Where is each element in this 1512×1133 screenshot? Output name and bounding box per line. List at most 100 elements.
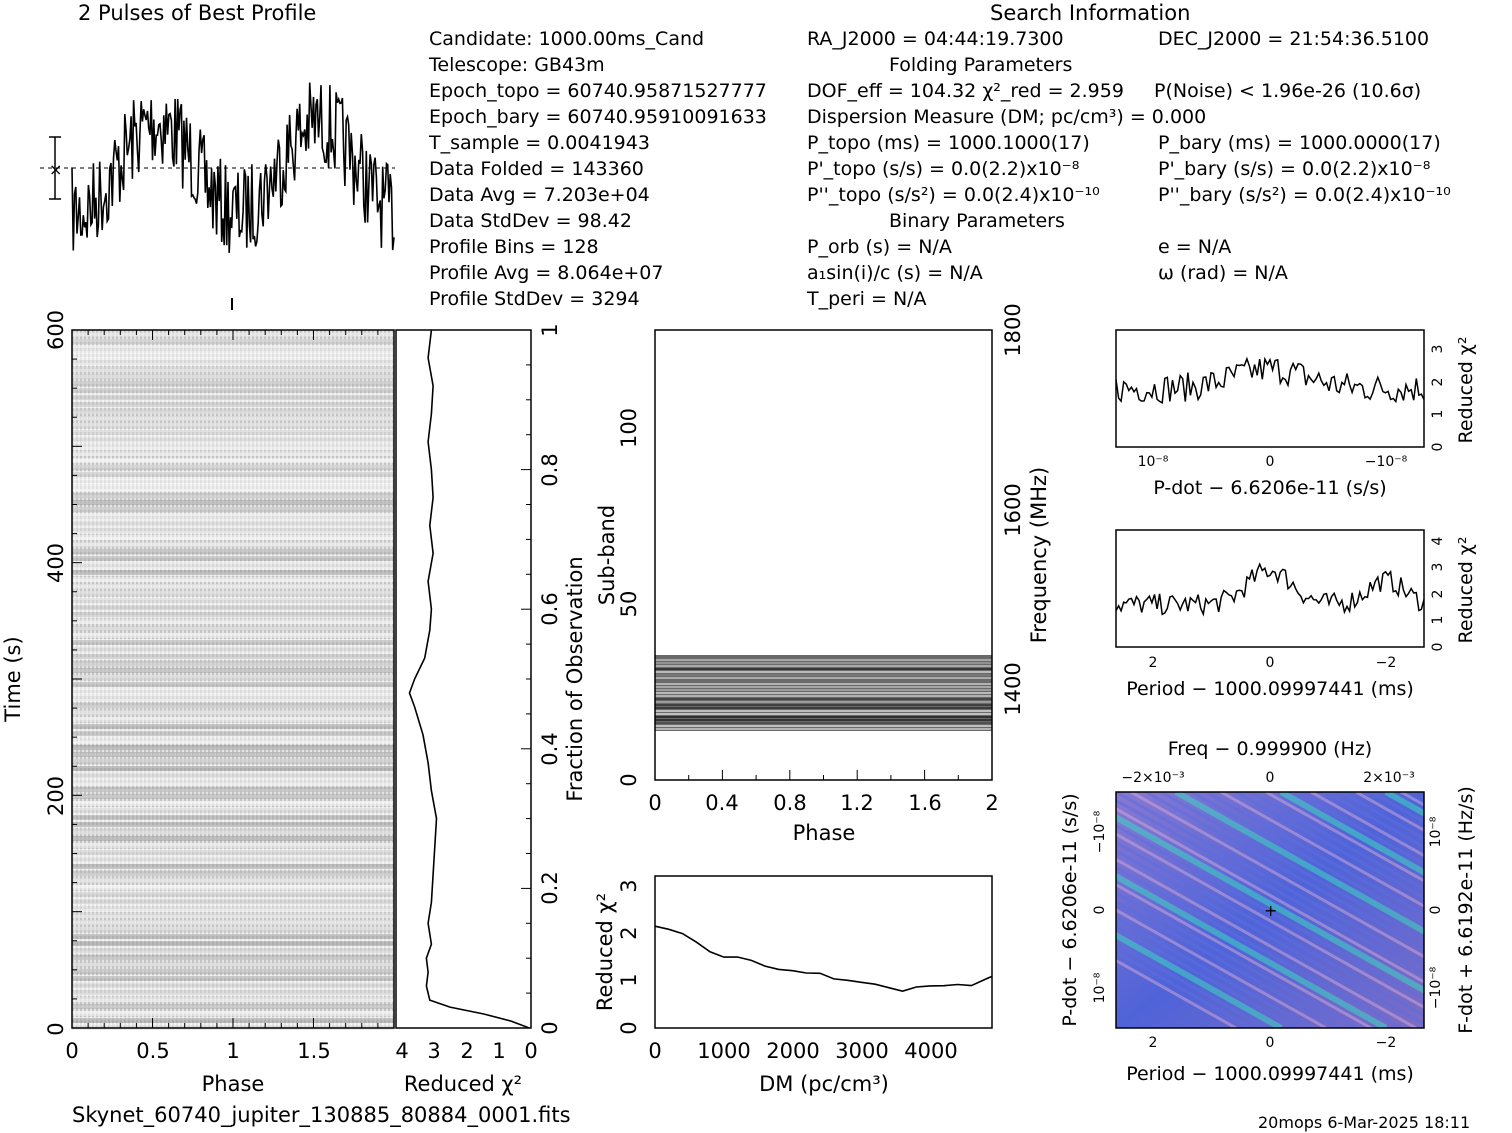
p-pdot-streak (1190, 792, 1424, 925)
time-phase-row (72, 486, 394, 491)
time-phase-row (72, 997, 394, 1002)
p-pdot-streak (1116, 872, 1388, 1028)
p-pdot-streak (1205, 792, 1424, 917)
time-phase-x-tick: 1 (226, 1039, 239, 1063)
info-profile-bins: Profile Bins = 128 (429, 236, 599, 258)
time-phase-row (72, 647, 394, 652)
time-phase-row (72, 458, 394, 463)
info-a1sini: a₁sin(i)/c (s) = N/A (807, 262, 983, 284)
p-pdot-streak (1116, 931, 1283, 1028)
time-phase-row (72, 437, 394, 442)
subband-row (655, 692, 992, 694)
freq-tick: 1600 (1001, 483, 1025, 536)
p-pdot-streak (1116, 857, 1417, 1028)
time-phase-row (72, 976, 394, 981)
freq-tick: 1400 (1001, 662, 1025, 715)
chi2-dm-y-tick: 0 (617, 1021, 641, 1034)
info-ecc: e = N/A (1158, 236, 1232, 258)
p-pdot-title: Freq − 0.999900 (Hz) (1168, 738, 1372, 760)
info-telescope: Telescope: GB43m (429, 54, 605, 76)
time-phase-row (72, 451, 394, 456)
subband-row (655, 689, 992, 691)
freq-axis-label: Frequency (MHz) (1027, 467, 1051, 643)
chi2-period-frame (1115, 529, 1425, 648)
info-pnoise: P(Noise) < 1.96e-26 (10.6σ) (1154, 80, 1422, 102)
p-pdot-streaks (1116, 792, 1424, 1028)
subband-x-tick: 1.2 (840, 791, 873, 815)
time-phase-row (72, 682, 394, 687)
subband-row (655, 683, 992, 685)
p-pdot-streak (1116, 916, 1312, 1028)
time-phase-row (72, 549, 394, 554)
time-phase-row (72, 654, 394, 659)
time-phase-ticks (71, 329, 395, 1029)
time-phase-panel: 0 200 400 600 Time (s) 0 0.5 1 1.5 Phase (1, 310, 395, 1096)
time-phase-row (72, 808, 394, 813)
info-pddot-bary: P''_bary (s/s²) = 0.0(2.4)x10⁻¹⁰ (1158, 184, 1451, 206)
chi2-pdot-x-tick: 0 (1266, 454, 1275, 470)
subband-row (655, 707, 992, 709)
time-phase-row (72, 500, 394, 505)
time-phase-row (72, 409, 394, 414)
time-phase-row (72, 990, 394, 995)
p-pdot-streak (1116, 798, 1424, 976)
subband-row (655, 677, 992, 679)
chi2-dm-x-tick: 2000 (766, 1039, 819, 1063)
chi2-pdot-y-label: Reduced χ² (1455, 337, 1477, 444)
time-phase-row (72, 899, 394, 904)
time-phase-row (72, 626, 394, 631)
time-phase-row (72, 507, 394, 512)
time-phase-row (72, 759, 394, 764)
subband-row (655, 686, 992, 688)
chi2-period-x-tick: 2 (1149, 655, 1158, 671)
subband-x-label: Phase (793, 821, 856, 845)
p-pdot-streak (1116, 899, 1342, 1028)
info-p-bary: P_bary (ms) = 1000.0000(17) (1158, 132, 1441, 154)
p-pdot-streak (1250, 792, 1424, 891)
p-pdot-streak (1220, 792, 1424, 908)
time-phase-row (72, 584, 394, 589)
p-pdot-streak (1116, 832, 1424, 1009)
p-pdot-streak (1340, 792, 1424, 841)
time-phase-row (72, 339, 394, 344)
subband-row (655, 704, 992, 706)
chi2-time-x-tick: 1 (492, 1039, 505, 1063)
time-phase-row (72, 402, 394, 407)
p-pdot-top-tick: 0 (1266, 770, 1275, 786)
time-phase-y-tick: 0 (44, 1022, 68, 1035)
p-pdot-streak (1310, 792, 1424, 858)
time-phase-row (72, 668, 394, 673)
chi2-period-panel: 2 0 −2 Period − 1000.09997441 (ms) 0 1 2… (1115, 529, 1477, 700)
chi2-pdot-x-label: P-dot − 6.6206e-11 (s/s) (1153, 477, 1386, 499)
p-pdot-streak (1160, 792, 1424, 942)
chi2-dm-y-label: Reduced χ² (593, 893, 617, 1011)
chi2-pdot-y-tick: 0 (1430, 443, 1446, 452)
chi2-dm-frame (654, 875, 993, 1029)
p-pdot-streak (1116, 840, 1424, 1018)
chi2-pdot-panel: 10⁻⁸ 0 −10⁻⁸ P-dot − 6.6206e-11 (s/s) 0 … (1115, 329, 1477, 499)
p-pdot-streak (1174, 792, 1424, 935)
info-pdot-topo: P'_topo (s/s) = 0.0(2.2)x10⁻⁸ (807, 158, 1080, 180)
time-phase-row (72, 689, 394, 694)
time-phase-row (72, 703, 394, 708)
chi2-pdot-y-tick: 1 (1430, 410, 1446, 419)
p-pdot-streak (1130, 792, 1424, 959)
p-pdot-streak (1116, 807, 1424, 984)
time-phase-row (72, 598, 394, 603)
time-phase-row (72, 773, 394, 778)
time-phase-row (72, 619, 394, 624)
time-phase-row (72, 640, 394, 645)
p-pdot-streak (1116, 891, 1357, 1028)
time-phase-x-tick: 1.5 (297, 1039, 330, 1063)
subband-row (655, 665, 992, 667)
time-phase-row (72, 605, 394, 610)
p-pdot-streak (1295, 792, 1424, 866)
chi2-period-y-label: Reduced χ² (1455, 537, 1477, 644)
p-pdot-right-tick: −10⁻⁸ (1428, 966, 1444, 1009)
info-epoch-bary: Epoch_bary = 60740.95910091633 (429, 106, 767, 128)
chi2-period-y-tick: 3 (1430, 563, 1446, 572)
time-phase-row (72, 731, 394, 736)
p-pdot-streak (1116, 950, 1252, 1028)
time-phase-row (72, 542, 394, 547)
time-phase-row (72, 941, 394, 946)
